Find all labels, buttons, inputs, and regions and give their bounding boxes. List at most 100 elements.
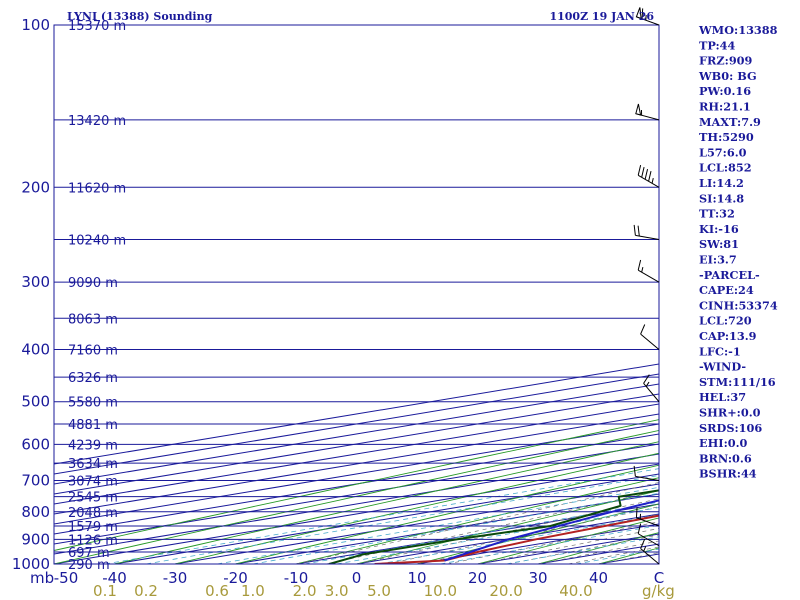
pressure-tick-label: 800 — [21, 503, 50, 521]
isotherm-line — [54, 393, 659, 495]
index-line: HEL:37 — [699, 390, 746, 404]
wind-barb — [635, 507, 660, 527]
index-line: SHR+:0.0 — [699, 406, 761, 420]
isotherm-line — [54, 383, 659, 485]
pressure-tick-label: 1000 — [12, 555, 50, 573]
isotherm-line — [54, 463, 659, 564]
index-line: -WIND- — [699, 360, 746, 374]
isotherm-line — [54, 443, 659, 545]
height-label: 9090 m — [68, 276, 118, 291]
temperature-tick-label: 30 — [528, 569, 547, 587]
height-labels: 15370 m 13420 m 11620 m 10240 m 9090 m 8063 m… — [68, 19, 126, 573]
isotherm-line — [54, 413, 659, 515]
temperature-tick-label: -40 — [102, 569, 127, 587]
wind-barb — [635, 103, 660, 121]
mixing-ratio-tick-labels: 0.1 0.2 0.6 1.0 2.0 3.0 5.0 10.0 20.0 40.0 — [93, 582, 593, 600]
height-label: 1126 m — [68, 533, 118, 548]
height-label: 7160 m — [68, 344, 118, 359]
index-line: SW:81 — [699, 237, 739, 251]
pressure-tick-label: 700 — [21, 472, 50, 490]
moist-adiabat-line — [386, 506, 659, 564]
isotherm-line — [54, 453, 659, 555]
temperature-tick-label: -10 — [284, 569, 309, 587]
plot-frame — [53, 24, 660, 565]
temperature-tick-label: C — [654, 569, 664, 587]
wind-barb — [637, 523, 660, 547]
mixing-ratio-tick-label: 3.0 — [325, 582, 349, 600]
index-line: WMO:13388 — [698, 23, 778, 37]
index-line: CINH:53374 — [699, 298, 778, 312]
pressure-tick-label: 200 — [21, 178, 50, 196]
pressure-tick-label: 900 — [21, 530, 50, 548]
index-line: TP:44 — [699, 38, 736, 52]
mixing-ratio-tick-label: 0.2 — [134, 582, 158, 600]
height-label: 8063 m — [68, 312, 118, 327]
wind-barb — [633, 465, 660, 482]
index-line: L57:6.0 — [699, 145, 747, 159]
mixing-ratio-line — [378, 514, 659, 564]
pressure-tick-label: 400 — [21, 341, 50, 359]
wind-barb — [633, 224, 660, 240]
wind-barb — [635, 7, 660, 26]
index-line: LCL:852 — [699, 161, 752, 175]
temperature-tick-label: 40 — [589, 569, 608, 587]
moist-adiabat-line — [295, 482, 659, 564]
index-line: MAXT:7.9 — [699, 115, 761, 129]
index-line: CAP:13.9 — [699, 329, 757, 343]
isotherm-line — [114, 473, 659, 564]
index-line: SRDS:106 — [699, 421, 762, 435]
height-label: 4239 m — [68, 438, 118, 453]
index-line: CAPE:24 — [699, 283, 754, 297]
pressure-tick-label: 300 — [21, 273, 50, 291]
height-label: 697 m — [68, 546, 110, 561]
temperature-tick-label: 10 — [407, 569, 426, 587]
height-label: 5580 m — [68, 396, 118, 411]
pressure-tick-label: 500 — [21, 393, 50, 411]
sounding-series — [329, 489, 659, 564]
index-line: TT:32 — [699, 207, 735, 221]
index-line: -PARCEL- — [699, 268, 760, 282]
index-line: KI:-16 — [699, 222, 739, 236]
index-line: LCL:720 — [699, 314, 752, 328]
mixing-ratio-tick-label: 40.0 — [559, 582, 592, 600]
wind-barb — [637, 164, 660, 188]
mixing-ratio-tick-label: 2.0 — [293, 582, 317, 600]
height-label: 15370 m — [68, 19, 126, 34]
wind-barb — [637, 259, 660, 283]
index-line: TH:5290 — [699, 130, 754, 144]
wind-barb — [640, 324, 660, 350]
mixing-ratio-tick-label: 0.6 — [205, 582, 229, 600]
chart-title: LYNI (13388) Sounding — [67, 10, 213, 23]
mixing-ratio-tick-label: 0.1 — [93, 582, 117, 600]
index-line: BSHR:44 — [699, 467, 757, 481]
height-label: 2048 m — [68, 506, 118, 521]
height-label: 10240 m — [68, 233, 126, 248]
parcel-trace-line — [444, 499, 659, 562]
pressure-tick-label: 100 — [21, 16, 50, 34]
temperature-tick-label: -20 — [223, 569, 248, 587]
index-line: WB0: BG — [698, 69, 757, 83]
wind-barb — [643, 374, 660, 403]
pressure-tick-label: 600 — [21, 435, 50, 453]
moist-adiabat-line — [447, 521, 659, 564]
height-label: 13420 m — [68, 114, 126, 129]
mixing-ratio-tick-label: 5.0 — [367, 582, 391, 600]
wind-barbs — [633, 7, 660, 565]
mixing-ratio-tick-label: 1.0 — [241, 582, 265, 600]
index-line: LI:14.2 — [699, 176, 744, 190]
height-label: 2545 m — [68, 491, 118, 506]
index-line: BRN:0.6 — [699, 451, 752, 465]
temperature-tick-label: 0 — [352, 569, 362, 587]
temperature-tick-label: 20 — [468, 569, 487, 587]
isotherm-line — [54, 423, 659, 525]
height-label: 11620 m — [68, 181, 126, 196]
mixing-ratio-tick-label: 10.0 — [424, 582, 457, 600]
pressure-unit-label: mb — [30, 569, 54, 587]
isotherm-lines — [54, 363, 659, 564]
index-line: RH:21.1 — [699, 100, 751, 114]
height-label: 4881 m — [68, 418, 118, 433]
mixing-ratio-line — [440, 524, 659, 564]
height-label: 1579 m — [68, 520, 118, 535]
index-line: STM:111/16 — [699, 375, 776, 389]
isotherm-line — [54, 403, 659, 505]
